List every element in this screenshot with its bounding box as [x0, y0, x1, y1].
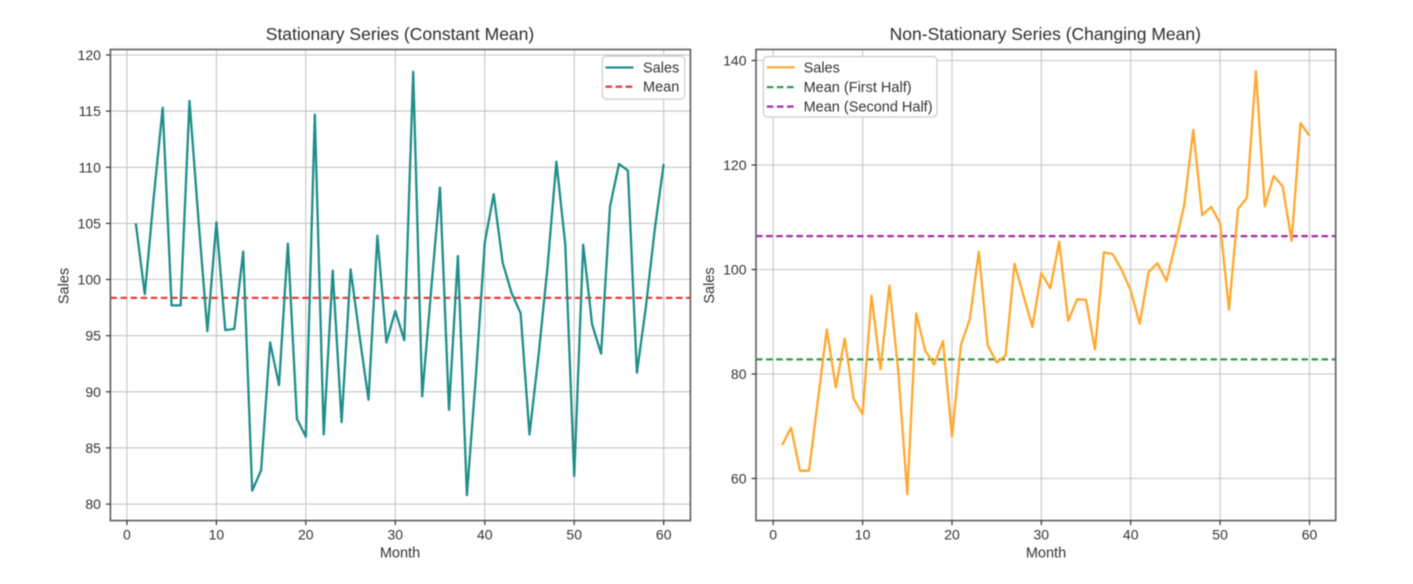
- svg-text:Mean: Mean: [643, 80, 679, 96]
- svg-text:Mean (First Half): Mean (First Half): [804, 80, 912, 96]
- svg-text:120: 120: [723, 157, 747, 173]
- svg-text:20: 20: [298, 526, 314, 542]
- svg-text:20: 20: [944, 526, 960, 542]
- svg-text:80: 80: [85, 496, 101, 512]
- svg-text:120: 120: [78, 47, 102, 63]
- svg-text:105: 105: [78, 215, 102, 231]
- svg-text:Sales: Sales: [702, 267, 718, 303]
- svg-text:50: 50: [1212, 526, 1228, 542]
- svg-text:30: 30: [1034, 526, 1050, 542]
- svg-text:90: 90: [85, 384, 101, 400]
- svg-text:40: 40: [477, 526, 493, 542]
- svg-text:Stationary Series (Constant Me: Stationary Series (Constant Mean): [266, 24, 534, 44]
- svg-text:60: 60: [656, 526, 672, 542]
- svg-text:80: 80: [731, 366, 747, 382]
- svg-text:100: 100: [78, 272, 102, 288]
- svg-text:110: 110: [79, 159, 102, 175]
- svg-text:85: 85: [85, 440, 101, 456]
- svg-text:Sales: Sales: [57, 268, 73, 304]
- svg-text:Sales: Sales: [804, 60, 840, 76]
- svg-text:Non-Stationary Series (Changin: Non-Stationary Series (Changing Mean): [890, 24, 1201, 44]
- svg-text:Sales: Sales: [643, 61, 679, 77]
- svg-text:0: 0: [769, 526, 777, 542]
- svg-text:60: 60: [731, 471, 747, 487]
- svg-text:30: 30: [388, 526, 404, 542]
- svg-text:60: 60: [1302, 526, 1318, 542]
- svg-text:10: 10: [209, 526, 225, 542]
- svg-text:100: 100: [723, 262, 747, 278]
- svg-text:140: 140: [723, 53, 747, 69]
- svg-text:0: 0: [123, 526, 131, 542]
- svg-text:95: 95: [85, 328, 101, 344]
- svg-text:Month: Month: [1026, 546, 1066, 562]
- svg-text:10: 10: [855, 526, 871, 542]
- svg-text:115: 115: [79, 103, 102, 119]
- svg-text:40: 40: [1123, 526, 1139, 542]
- svg-text:Month: Month: [380, 546, 420, 562]
- svg-text:50: 50: [566, 526, 582, 542]
- svg-text:Mean (Second Half): Mean (Second Half): [804, 100, 933, 116]
